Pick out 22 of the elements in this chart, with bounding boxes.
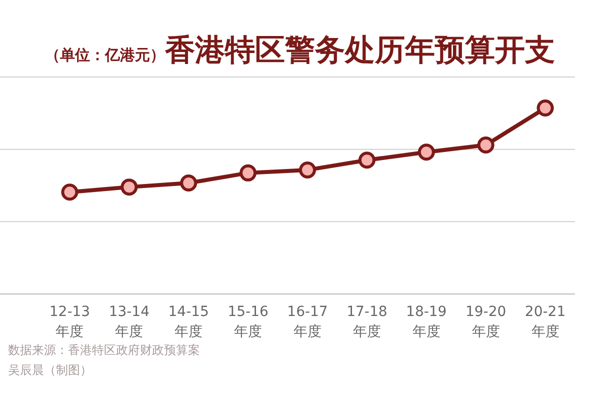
point	[240, 164, 257, 182]
point	[418, 144, 435, 161]
x-tick-label: 14-15 年度	[168, 304, 209, 340]
chart-title: 香港特区警务处历年预算开支	[164, 33, 555, 68]
x-tick-label: 16-17 年度	[287, 304, 328, 340]
x-tick-label: 15-16 年度	[228, 304, 268, 340]
point	[61, 184, 78, 201]
point	[358, 152, 376, 169]
x-tick-label: 19-20 年度	[465, 304, 506, 340]
x-tick-label: 12-13 年度	[49, 304, 90, 340]
source-note: 数据来源：香港特区政府财政预算案	[8, 343, 200, 357]
point	[120, 178, 138, 196]
x-tick-label: 18-19 年度	[406, 304, 447, 340]
point	[536, 100, 554, 117]
point	[180, 174, 198, 192]
x-tick-label: 13-14 年度	[108, 304, 150, 340]
point	[299, 161, 316, 178]
point	[477, 136, 494, 154]
x-tick-label: 20-21 年度	[524, 304, 566, 340]
x-tick-label: 17-18 年度	[346, 304, 388, 340]
text: 吴辰晨（制图）	[8, 363, 92, 377]
chart-subtitle: （单位：亿港元）	[45, 46, 165, 64]
